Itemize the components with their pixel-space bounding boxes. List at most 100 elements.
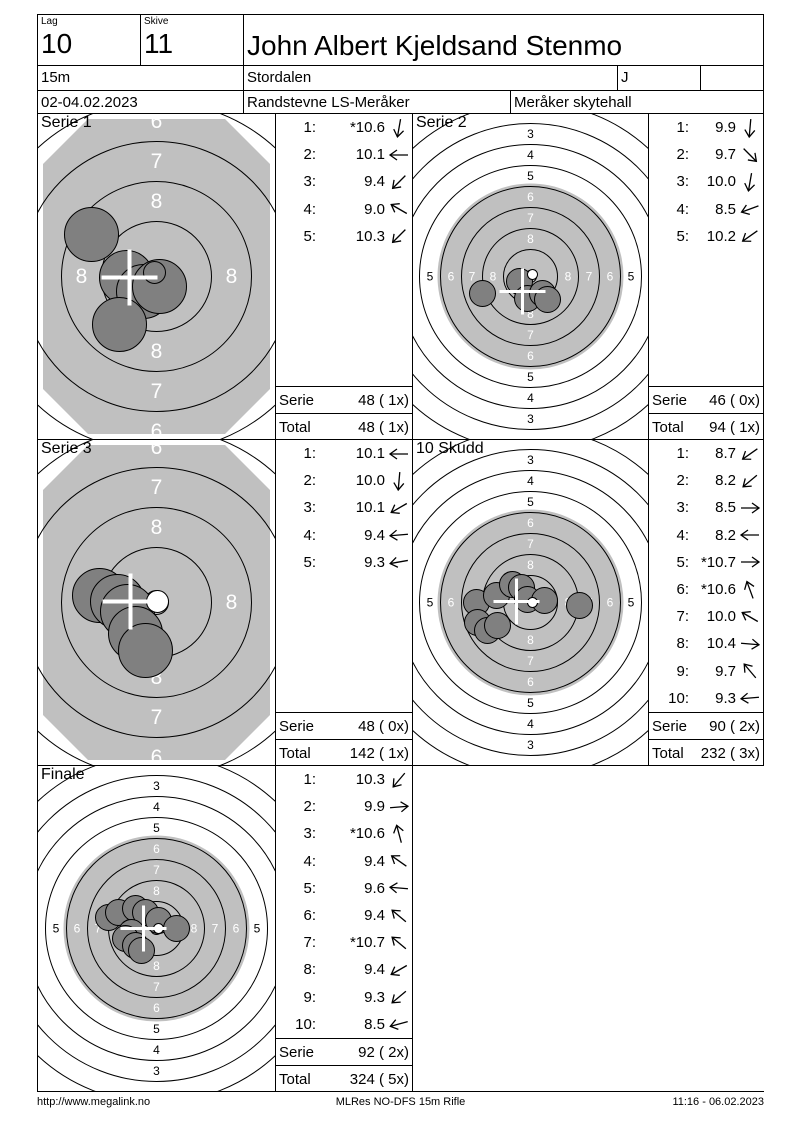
serie-value: 48 ( 0x) (358, 718, 409, 735)
shot-number: 1: (303, 445, 316, 463)
shot-direction-arrow-icon (742, 147, 757, 162)
distance-cell: 15m (37, 65, 244, 91)
shot-value: 10.3 (355, 227, 385, 245)
ring-circle (45, 817, 268, 1040)
shot-direction (736, 632, 763, 656)
ring-number: 5 (628, 596, 635, 610)
shot-number: 10: (668, 689, 689, 707)
shot-direction (736, 469, 763, 493)
ring-number: 5 (427, 270, 434, 284)
lag-cell: Lag 10 (37, 14, 141, 66)
shot-direction (385, 876, 412, 900)
shot-number: 5: (303, 227, 316, 245)
score-row: 1: 10.1 (276, 440, 412, 467)
ring-number: 5 (527, 495, 534, 509)
shot-number: 3: (303, 499, 316, 517)
score-row: 6: *10.6 (649, 576, 763, 603)
target-serie-2: 3 3 4 4 5 5 6 6 7 7 8 8 5 5 6 6 7 7 8 8 Serie 2 (412, 113, 649, 440)
ring-number: 7 (151, 150, 163, 173)
shot-hole (92, 297, 147, 352)
event-cell: Randstevne LS-Meråker (243, 90, 511, 114)
shot-direction-arrow-icon (741, 447, 758, 460)
shot-direction (736, 496, 763, 520)
score-row: 3: 10.1 (276, 494, 412, 521)
scores-serie-3: 1: 10.1 2: 10.0 3: 10.1 4: 9.4 5: 9.3 Serie 48 ( 0x… (275, 439, 413, 766)
ring-number: 7 (586, 270, 593, 284)
ring-circle (61, 181, 252, 372)
shot-direction (736, 197, 763, 221)
score-row: 2: 9.9 (276, 793, 412, 820)
ring-number: 3 (527, 453, 534, 467)
distance: 15m (41, 69, 71, 86)
ring-number: 7 (151, 476, 163, 499)
shot-direction-arrow-icon (391, 229, 406, 244)
shot-direction-arrow-icon (389, 801, 409, 813)
shot-direction-arrow-icon (388, 149, 408, 161)
ring-number: 7 (527, 211, 534, 225)
ring-number: 6 (527, 675, 534, 689)
ring-number: 3 (527, 412, 534, 426)
section-label: Finale (41, 766, 85, 783)
score-row: 5: 10.3 (276, 223, 412, 250)
shot-direction-arrow-icon (740, 502, 760, 514)
shooter-class: J (621, 69, 629, 86)
ring-number: 6 (448, 270, 455, 284)
shot-number: 1: (303, 771, 316, 789)
shot-number: 10: (295, 1015, 316, 1033)
shot-number: 1: (676, 445, 689, 463)
ring-circle (461, 533, 600, 672)
shot-value: 9.3 (715, 689, 736, 707)
shot-direction (736, 659, 763, 683)
ring-number: 5 (254, 922, 261, 936)
shot-direction (385, 116, 412, 140)
shot-value: 10.3 (355, 771, 385, 789)
serie-label: Serie (652, 392, 688, 409)
score-row: 3: 10.0 (649, 168, 763, 195)
shot-direction-arrow-icon (392, 118, 404, 138)
total-label: Total (652, 419, 684, 436)
venue-cell: Meråker skytehall (510, 90, 764, 114)
ring-circle (440, 186, 621, 367)
shot-value: *10.6 (349, 119, 385, 137)
serie-sum-row: Serie 90 ( 2x) (649, 712, 763, 740)
footer-url[interactable]: http://www.megalink.no (37, 1096, 151, 1108)
shot-direction-arrow-icon (743, 580, 754, 599)
shot-value: 10.1 (355, 499, 385, 517)
date-range: 02-04.02.2023 (41, 94, 138, 111)
shot-direction (736, 523, 763, 547)
shot-direction-arrow-icon (740, 556, 760, 568)
shot-direction (736, 578, 763, 602)
shot-number: 9: (676, 662, 689, 680)
total-value: 142 ( 1x) (349, 745, 409, 762)
ring-number: 8 (527, 558, 534, 572)
shot-direction-arrow-icon (740, 610, 758, 622)
serie-value: 48 ( 1x) (358, 392, 409, 409)
club: Stordalen (247, 69, 312, 86)
event-name: Randstevne LS-Meråker (247, 94, 410, 111)
ring-number: 6 (74, 922, 81, 936)
venue-name: Meråker skytehall (514, 94, 632, 111)
ring-circle (419, 491, 642, 714)
ring-number: 5 (427, 596, 434, 610)
section-label: Serie 2 (416, 114, 467, 131)
shot-direction-arrow-icon (739, 693, 759, 705)
shot-value: 9.7 (715, 146, 736, 164)
shot-value: 9.4 (364, 907, 385, 925)
ring-number: 5 (527, 169, 534, 183)
total-label: Total (652, 745, 684, 762)
score-row: 5: 9.3 (276, 549, 412, 576)
shot-value: 8.5 (715, 200, 736, 218)
shot-number: 9: (303, 988, 316, 1006)
score-row: 6: 9.4 (276, 902, 412, 929)
score-row: 9: 9.7 (649, 658, 763, 685)
score-row: 2: 8.2 (649, 467, 763, 494)
shot-number: 4: (676, 200, 689, 218)
serie-label: Serie (279, 392, 315, 409)
shooter-name: John Albert Kjeldsand Stenmo (247, 30, 623, 61)
ring-number: 8 (527, 232, 534, 246)
shot-value: 8.2 (715, 472, 736, 490)
ring-circle (38, 796, 275, 1061)
ring-number: 6 (151, 114, 163, 133)
ring-circle (461, 207, 600, 346)
